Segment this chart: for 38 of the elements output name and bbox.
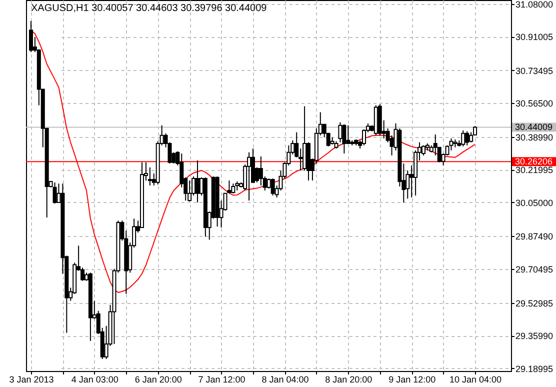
candlestick (195, 160, 200, 203)
x-tick-label: 7 Jan 12:00 (198, 374, 246, 384)
chart-title: XAGUSD,H1 30.40057 30.44603 30.39796 30.44009 (31, 3, 268, 14)
candlestick (80, 267, 85, 282)
candlestick (338, 122, 342, 143)
y-tick-label: 30.56500 (516, 98, 554, 109)
x-tick-label: 9 Jan 12:00 (388, 374, 436, 384)
candlestick (188, 180, 192, 202)
candlestick (461, 130, 466, 147)
candlestick (148, 166, 152, 186)
x-tick-label: 10 Jan 04:00 (449, 374, 502, 384)
y-tick-label: 31.08000 (516, 0, 554, 10)
candlestick (235, 180, 240, 192)
candlestick (342, 124, 346, 154)
y-tick-label: 30.05000 (516, 198, 554, 208)
y-tick-label: 29.18995 (516, 364, 554, 374)
y-tick-label: 30.73495 (516, 66, 554, 76)
x-tick-label: 3 Jan 2013 (9, 374, 54, 384)
x-tick-label: 6 Jan 20:00 (134, 374, 182, 384)
ref-line-label: 30.44009 (515, 122, 553, 132)
y-tick-label: 30.21995 (516, 165, 554, 176)
y-tick-label: 29.87490 (516, 232, 554, 242)
y-tick-label: 30.91005 (516, 32, 554, 42)
ref-line-label: 30.26206 (515, 156, 553, 167)
candlestick (465, 130, 470, 146)
y-tick-label: 29.35990 (516, 331, 554, 342)
x-tick-label: 4 Jan 03:00 (71, 374, 118, 384)
x-tick-label: 8 Jan 20:00 (325, 374, 372, 384)
candlestick (247, 152, 252, 202)
y-tick-label: 30.38990 (516, 132, 554, 142)
candlestick (231, 183, 236, 194)
y-tick-label: 29.52985 (516, 298, 554, 308)
candlestick (52, 182, 57, 204)
x-tick-label: 8 Jan 04:00 (262, 374, 309, 384)
y-tick-label: 29.70495 (516, 264, 554, 275)
candlestick (270, 178, 275, 196)
candlestick (28, 20, 33, 53)
candlestick (346, 124, 350, 144)
